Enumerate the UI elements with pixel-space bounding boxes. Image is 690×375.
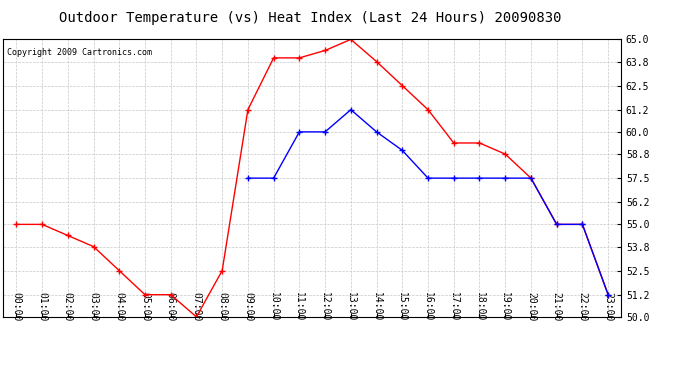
Text: Outdoor Temperature (vs) Heat Index (Last 24 Hours) 20090830: Outdoor Temperature (vs) Heat Index (Las… — [59, 11, 562, 25]
Text: Copyright 2009 Cartronics.com: Copyright 2009 Cartronics.com — [6, 48, 152, 57]
